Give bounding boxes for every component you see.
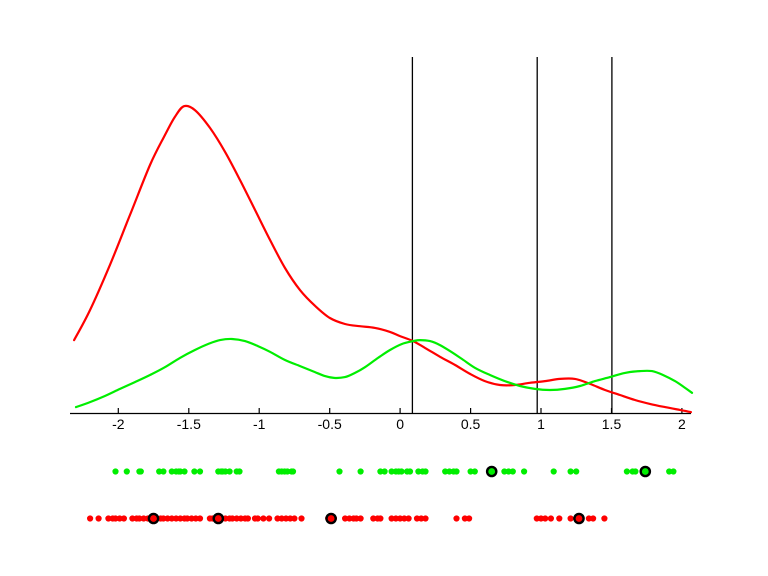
rug-green-point	[422, 468, 429, 475]
rug-red-point	[422, 515, 429, 522]
x-axis-tick-label: 0	[396, 416, 404, 432]
rug-green-point	[550, 468, 557, 475]
x-axis-tick-label: -2	[112, 416, 125, 432]
rug-red-point	[87, 515, 94, 522]
rug-red-point	[298, 515, 305, 522]
rug-green-point	[406, 468, 414, 475]
x-axis-tick-label: -1.5	[177, 416, 201, 432]
rug-green-point	[453, 468, 460, 475]
rug-green-point	[123, 468, 130, 475]
rug-red-point	[120, 515, 128, 522]
rug-green-point	[236, 468, 243, 475]
rug-green-point	[112, 468, 119, 475]
rug-red-point	[590, 515, 597, 522]
rug-green-point	[398, 468, 405, 475]
x-axis-tick-label: 0.5	[461, 416, 481, 432]
rug-red-point	[453, 515, 460, 522]
rug-red-point	[601, 515, 608, 522]
rug-red-point	[547, 515, 555, 522]
x-axis-tick-label: -1	[253, 416, 266, 432]
rug-green-point	[521, 468, 528, 475]
rug-green-point	[336, 468, 343, 475]
rug-red-point-highlighted	[147, 512, 160, 525]
rug-green-point	[623, 468, 631, 475]
green-density-curve	[74, 337, 694, 409]
rug-red-point	[556, 515, 563, 522]
rug-red-point	[357, 515, 364, 522]
rug-green-point	[357, 468, 364, 475]
rug-green-point	[226, 468, 233, 475]
rug-red-point	[95, 515, 102, 522]
x-axis-tick-label: 1.5	[602, 416, 622, 432]
rug-green-point	[289, 468, 297, 475]
rug-green-point	[191, 468, 198, 475]
rug-green-point	[567, 468, 574, 475]
rug-red-point	[377, 515, 384, 522]
rug-green-point-highlighted	[485, 465, 498, 478]
rug-red-point	[254, 515, 261, 522]
rug-green-point	[632, 468, 639, 475]
rug-red-point	[466, 515, 473, 522]
rug-green-point	[573, 468, 580, 475]
rug-red-point	[567, 515, 574, 522]
rug-red-point	[196, 515, 204, 522]
rug-green-point	[509, 468, 516, 475]
rug-red-point-highlighted	[573, 512, 585, 525]
rug-green-point	[471, 468, 478, 475]
x-axis-tick-label: -0.5	[318, 416, 342, 432]
rug-red-point	[291, 515, 298, 522]
rug-red-point	[244, 515, 251, 522]
x-axis-tick-label: 1	[537, 416, 545, 432]
rug-green-point-highlighted	[639, 465, 652, 478]
rug-green-point	[381, 468, 388, 475]
rug-red-point-highlighted	[325, 512, 337, 525]
rug-green-point	[160, 468, 167, 475]
rug-red-point	[266, 515, 273, 522]
x-axis-tick-label: 2	[678, 416, 686, 432]
rug-green-point	[196, 468, 204, 475]
rug-red-point	[542, 515, 549, 522]
rug-green-point	[137, 468, 144, 475]
rug-green-point	[670, 468, 677, 475]
rug-red-point	[405, 515, 412, 522]
rug-red-point-highlighted	[212, 512, 225, 525]
rug-red-point	[260, 515, 267, 522]
rug-green-point	[181, 468, 188, 475]
